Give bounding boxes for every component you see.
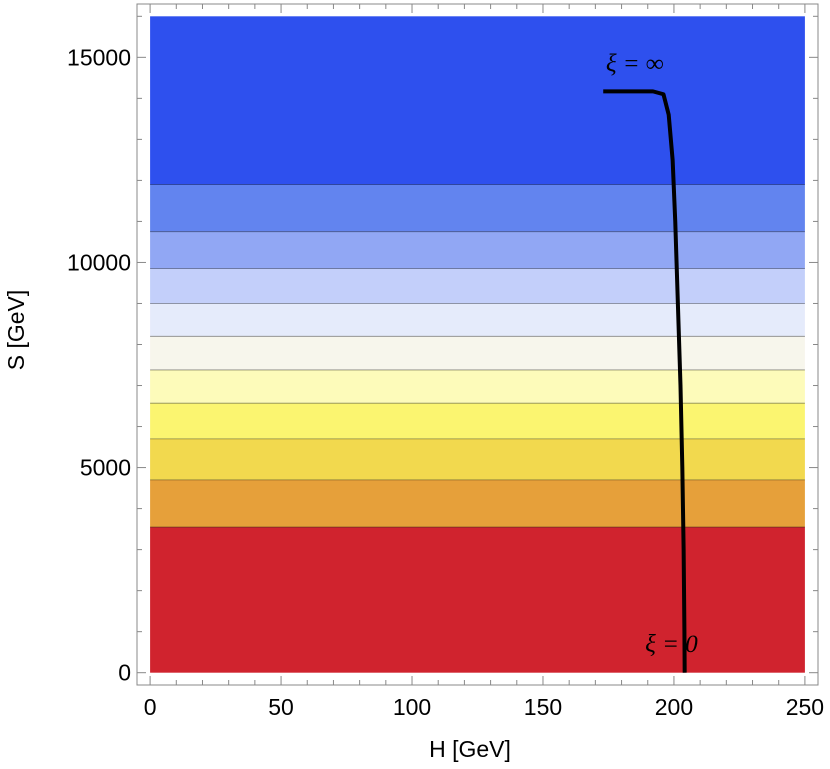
contour-band-2 <box>150 438 805 480</box>
contour-band-5 <box>150 336 805 370</box>
y-tick-label-10000: 10000 <box>67 249 131 275</box>
xi-curve <box>603 89 687 673</box>
annotations: ξ = ∞ ξ = 0 <box>606 51 698 658</box>
x-tick-label-100: 100 <box>393 694 431 720</box>
y-tick-label-15000: 15000 <box>67 44 131 70</box>
annotation-0: ξ = ∞ <box>606 51 664 78</box>
contour-bands <box>150 16 805 673</box>
contour-band-9 <box>150 184 805 232</box>
x-axis-label: H [GeV] <box>429 736 511 762</box>
contour-band-7 <box>150 268 805 304</box>
contour-band-3 <box>150 403 805 439</box>
contour-band-8 <box>150 231 805 269</box>
annotation-1: ξ = 0 <box>645 631 698 658</box>
x-tick-label-0: 0 <box>144 694 157 720</box>
y-axis-label: S [GeV] <box>3 290 29 371</box>
contour-band-10 <box>150 16 805 185</box>
x-tick-label-200: 200 <box>655 694 693 720</box>
y-tick-label-0: 0 <box>118 660 131 686</box>
x-tick-label-150: 150 <box>524 694 562 720</box>
contour-band-6 <box>150 303 805 337</box>
contour-band-4 <box>150 369 805 404</box>
x-tick-label-50: 50 <box>268 694 294 720</box>
contour-band-1 <box>150 479 805 528</box>
x-tick-label-250: 250 <box>786 694 824 720</box>
y-tick-label-5000: 5000 <box>80 455 131 481</box>
axis-ticks <box>137 4 818 685</box>
contour-band-0 <box>150 527 805 673</box>
tick-labels: 0 50 100 150 200 250 0 5000 10000 15000 <box>67 44 824 720</box>
curve-layer <box>603 89 687 673</box>
